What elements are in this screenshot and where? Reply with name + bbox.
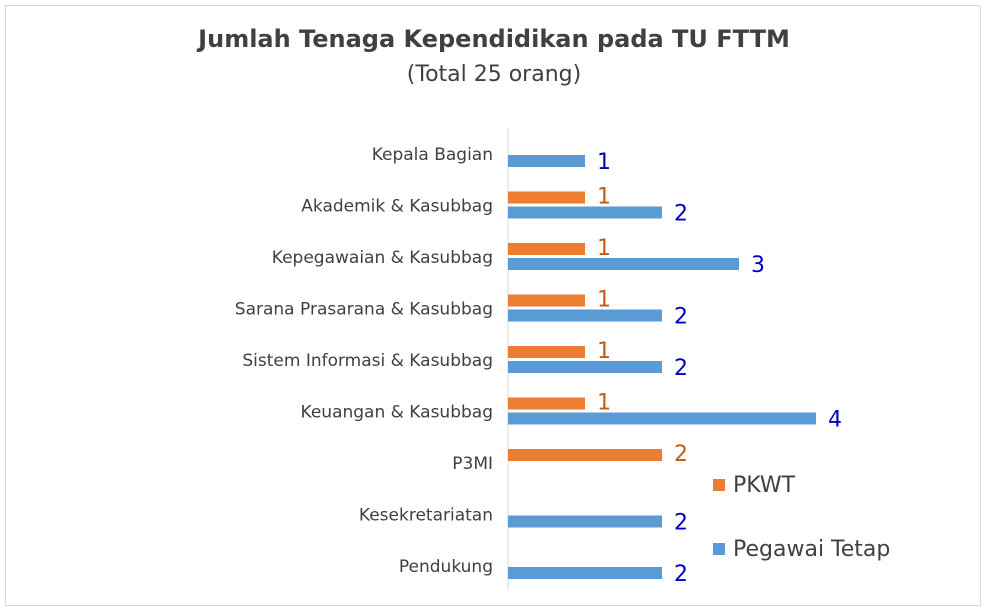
data-label: 2 bbox=[674, 305, 688, 330]
bar bbox=[508, 412, 816, 425]
y-tick-label: Sistem Informasi & Kasubbag bbox=[242, 351, 493, 371]
chart-border bbox=[5, 5, 981, 606]
bar bbox=[508, 515, 662, 528]
legend-swatch bbox=[713, 479, 725, 491]
chart-title: Jumlah Tenaga Kependidikan pada TU FTTM bbox=[196, 25, 790, 53]
data-label: 1 bbox=[597, 236, 611, 261]
bar bbox=[508, 243, 585, 255]
data-label: 2 bbox=[674, 442, 688, 467]
bar bbox=[508, 449, 662, 461]
y-tick-label: Kesekretariatan bbox=[359, 506, 493, 526]
bar bbox=[508, 191, 585, 204]
y-tick-label: Sarana Prasarana & Kasubbag bbox=[235, 300, 493, 320]
bar bbox=[508, 397, 585, 410]
legend-label: PKWT bbox=[733, 473, 796, 498]
data-label: 3 bbox=[751, 253, 765, 278]
bar bbox=[508, 258, 739, 270]
bar bbox=[508, 294, 585, 307]
data-label: 1 bbox=[597, 185, 611, 210]
data-label: 2 bbox=[674, 562, 688, 587]
data-label: 1 bbox=[597, 150, 611, 175]
y-tick-label: Keuangan & Kasubbag bbox=[301, 403, 493, 423]
data-label: 2 bbox=[674, 202, 688, 227]
legend-label: Pegawai Tetap bbox=[733, 537, 890, 562]
bar bbox=[508, 346, 585, 358]
y-tick-label: Kepegawaian & Kasubbag bbox=[272, 248, 493, 268]
y-tick-label: Kepala Bagian bbox=[372, 145, 493, 165]
bar bbox=[508, 155, 585, 167]
data-label: 1 bbox=[597, 391, 611, 416]
data-label: 1 bbox=[597, 339, 611, 364]
data-label: 2 bbox=[674, 511, 688, 536]
y-tick-label: P3MI bbox=[452, 454, 493, 474]
legend-swatch bbox=[713, 543, 725, 555]
bar bbox=[508, 309, 662, 322]
bar bbox=[508, 361, 662, 373]
data-label: 2 bbox=[674, 356, 688, 381]
y-tick-label: Akademik & Kasubbag bbox=[301, 197, 493, 217]
data-label: 4 bbox=[828, 408, 842, 433]
data-label: 1 bbox=[597, 288, 611, 313]
bar bbox=[508, 567, 662, 579]
chart-subtitle: (Total 25 orang) bbox=[407, 62, 581, 87]
y-tick-label: Pendukung bbox=[399, 557, 493, 577]
bar bbox=[508, 206, 662, 219]
